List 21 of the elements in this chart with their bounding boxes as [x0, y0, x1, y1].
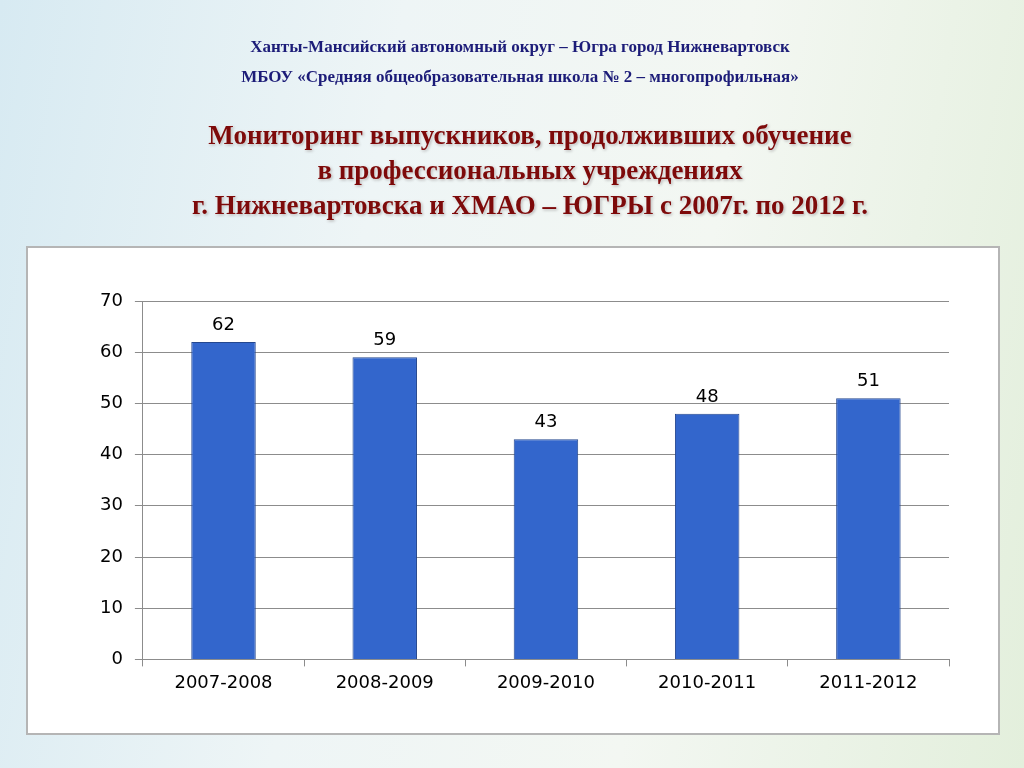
data-label: 62: [212, 312, 235, 334]
chart-title: Мониторинг выпускников, продолживших обучение в профессиональных учреждениях г. Нижневартовска и ХМАО – ЮГРЫ с 2007г. по 2012 г.: [191, 119, 869, 222]
y-tick-label: 20: [100, 544, 123, 566]
x-tick-label: 2011-2012: [819, 670, 918, 692]
data-label: 59: [373, 328, 397, 350]
text: Ханты-Мансийский автономный округ – Югра город Нижневартовск: [249, 36, 791, 58]
data-label: 51: [856, 369, 880, 391]
x-tick-label: 2007-2008: [174, 670, 273, 692]
x-tick-label: 2009-2010: [496, 670, 596, 692]
y-tick-label: 40: [100, 442, 123, 464]
y-tick-label: 0: [111, 647, 123, 669]
y-tick-label: 70: [100, 288, 123, 310]
x-tick-label: 2010-2011: [658, 670, 757, 692]
data-label: 48: [695, 384, 719, 406]
text: МБОУ «Средняя общеобразовательная школа № 2 – многопрофильная»: [240, 66, 800, 88]
y-tick-label: 10: [100, 595, 123, 617]
y-tick-label: 50: [100, 391, 123, 413]
x-tick-label: 2008-2009: [335, 670, 434, 692]
y-tick-label: 30: [100, 493, 123, 515]
data-label: 43: [534, 410, 558, 432]
y-tick-label: 60: [100, 339, 123, 361]
